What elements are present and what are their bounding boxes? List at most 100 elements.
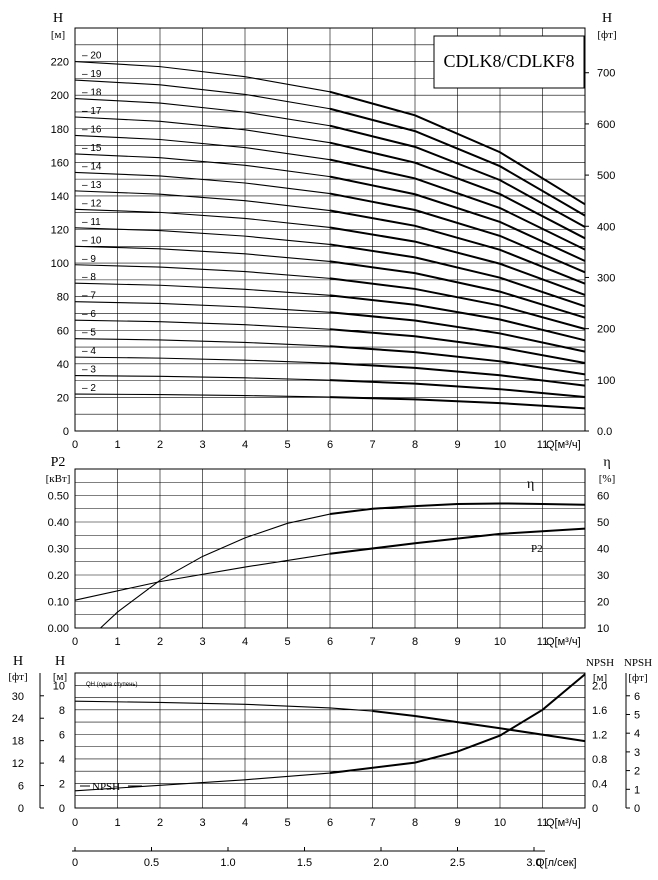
y-tick-label: 0.50 xyxy=(48,491,69,503)
y-right-axis-unit: [%] xyxy=(599,473,616,485)
x-tick-label: 10 xyxy=(494,636,506,648)
y-right-tick-label: 40 xyxy=(597,544,609,556)
lps-tick-label: 1.5 xyxy=(297,857,312,869)
stage-label: – 13 xyxy=(82,180,102,191)
x-tick-label: 10 xyxy=(494,817,506,829)
y-axis-label: H xyxy=(55,654,65,669)
y-tick-label: 120 xyxy=(51,225,69,237)
stage-curve-operating xyxy=(329,311,586,353)
y-right-axis-unit: [м] xyxy=(593,672,607,684)
npsh-chart: 0246810061218243000.40.81.21.62.00123456… xyxy=(8,654,652,869)
y-right-axis-label: H xyxy=(602,11,612,26)
x-axis-label: Q[м³/ч] xyxy=(546,817,581,829)
stage-label: – 10 xyxy=(82,235,102,246)
stage-label: – 20 xyxy=(82,51,102,62)
stage-label: – 18 xyxy=(82,88,102,99)
y-right-tick-label: 0.8 xyxy=(592,754,607,766)
y-axis-label: H xyxy=(53,11,63,26)
stage-curve-operating xyxy=(329,243,586,308)
stage-curve-operating xyxy=(329,226,586,296)
stage-curve-operating xyxy=(329,124,586,228)
stage-label: – 17 xyxy=(82,106,102,117)
y-right-tick-label: 200 xyxy=(597,324,615,336)
stage-curve-operating xyxy=(329,396,586,410)
stage-curve-operating xyxy=(329,141,586,240)
stage-curve-operating xyxy=(329,328,586,364)
stage-label: – 7 xyxy=(82,291,96,302)
y-tick-label: 80 xyxy=(57,292,69,304)
stage-curve-operating xyxy=(329,379,586,398)
stage-curve-operating xyxy=(329,345,586,376)
x-tick-label: 2 xyxy=(157,636,163,648)
y-tick-label: 10 xyxy=(53,680,65,692)
far-right-tick-label: 0 xyxy=(634,803,640,815)
y-tick-label: 180 xyxy=(51,124,69,136)
x-tick-label: 5 xyxy=(284,439,290,451)
y-tick-label: 0 xyxy=(63,426,69,438)
stage-label: – 16 xyxy=(82,124,102,135)
y-tick-label: 0.30 xyxy=(48,544,69,556)
efficiency-curve-operating xyxy=(329,502,586,516)
lps-tick-label: 0.5 xyxy=(144,857,159,869)
y-tick-label: 220 xyxy=(51,57,69,69)
y-axis-unit: [кВт] xyxy=(46,473,71,485)
y-tick-label: 20 xyxy=(57,392,69,404)
x-tick-label: 0 xyxy=(72,817,78,829)
x-tick-label: 8 xyxy=(412,439,418,451)
far-left-tick-label: 6 xyxy=(18,781,24,793)
far-right-tick-label: 1 xyxy=(634,784,640,796)
y-tick-label: 140 xyxy=(51,191,69,203)
far-left-axis-label: H xyxy=(13,654,23,669)
x-tick-label: 6 xyxy=(327,439,333,451)
y-tick-label: 8 xyxy=(59,705,65,717)
y-right-axis-label: η xyxy=(603,455,610,470)
stage-label: – 8 xyxy=(82,272,96,283)
far-left-tick-label: 30 xyxy=(12,691,24,703)
model-title-box: CDLK8/CDLKF8 xyxy=(433,35,585,89)
x-tick-label: 11 xyxy=(537,439,548,451)
far-left-tick-label: 24 xyxy=(12,713,24,725)
y-right-tick-label: 700 xyxy=(597,68,615,80)
y-right-tick-label: 0 xyxy=(592,803,598,815)
qh-curve-operating xyxy=(372,710,586,743)
y-tick-label: 0.00 xyxy=(48,623,69,635)
y-tick-label: 200 xyxy=(51,90,69,102)
far-left-axis-unit: [фт] xyxy=(8,671,27,683)
x-tick-label: 1 xyxy=(114,636,120,648)
x-tick-label: 5 xyxy=(284,817,290,829)
x-tick-label: 2 xyxy=(157,817,163,829)
x-tick-label: 3 xyxy=(199,439,205,451)
stage-label: – 9 xyxy=(82,254,96,265)
y-right-axis-unit: [фт] xyxy=(597,29,616,41)
y-tick-label: 4 xyxy=(59,754,65,766)
qh-annotation: QH (одна ступень) xyxy=(86,682,138,688)
p2-curve-operating xyxy=(329,527,586,555)
x-tick-label: 0 xyxy=(72,636,78,648)
far-right-axis-unit: [фт] xyxy=(628,672,647,684)
x-tick-label: 9 xyxy=(454,636,460,648)
x-tick-label: 5 xyxy=(284,636,290,648)
x-tick-label: 7 xyxy=(369,636,375,648)
far-left-tick-label: 12 xyxy=(12,758,24,770)
y-right-tick-label: 600 xyxy=(597,119,615,131)
x-axis-label: Q[м³/ч] xyxy=(546,439,581,451)
y-tick-label: 0.20 xyxy=(48,570,69,582)
y-axis-unit: [м] xyxy=(53,671,67,683)
x-tick-label: 4 xyxy=(242,439,248,451)
stage-curve-operating xyxy=(329,175,586,262)
x-tick-label: 1 xyxy=(114,817,120,829)
x-tick-label: 9 xyxy=(454,439,460,451)
y-right-tick-label: 500 xyxy=(597,170,615,182)
lps-tick-label: 2.5 xyxy=(450,857,465,869)
stage-curve-operating xyxy=(329,107,586,217)
far-right-tick-label: 3 xyxy=(634,747,640,759)
stage-curve-operating xyxy=(329,362,586,387)
y-right-tick-label: 20 xyxy=(597,597,609,609)
y-axis-label: P2 xyxy=(51,455,66,470)
y-tick-label: 100 xyxy=(51,258,69,270)
stage-curve-operating xyxy=(329,192,586,274)
x-tick-label: 1 xyxy=(114,439,120,451)
x-axis-label: Q[м³/ч] xyxy=(546,636,581,648)
y-tick-label: 0.40 xyxy=(48,517,69,529)
y-tick-label: 0.10 xyxy=(48,597,69,609)
